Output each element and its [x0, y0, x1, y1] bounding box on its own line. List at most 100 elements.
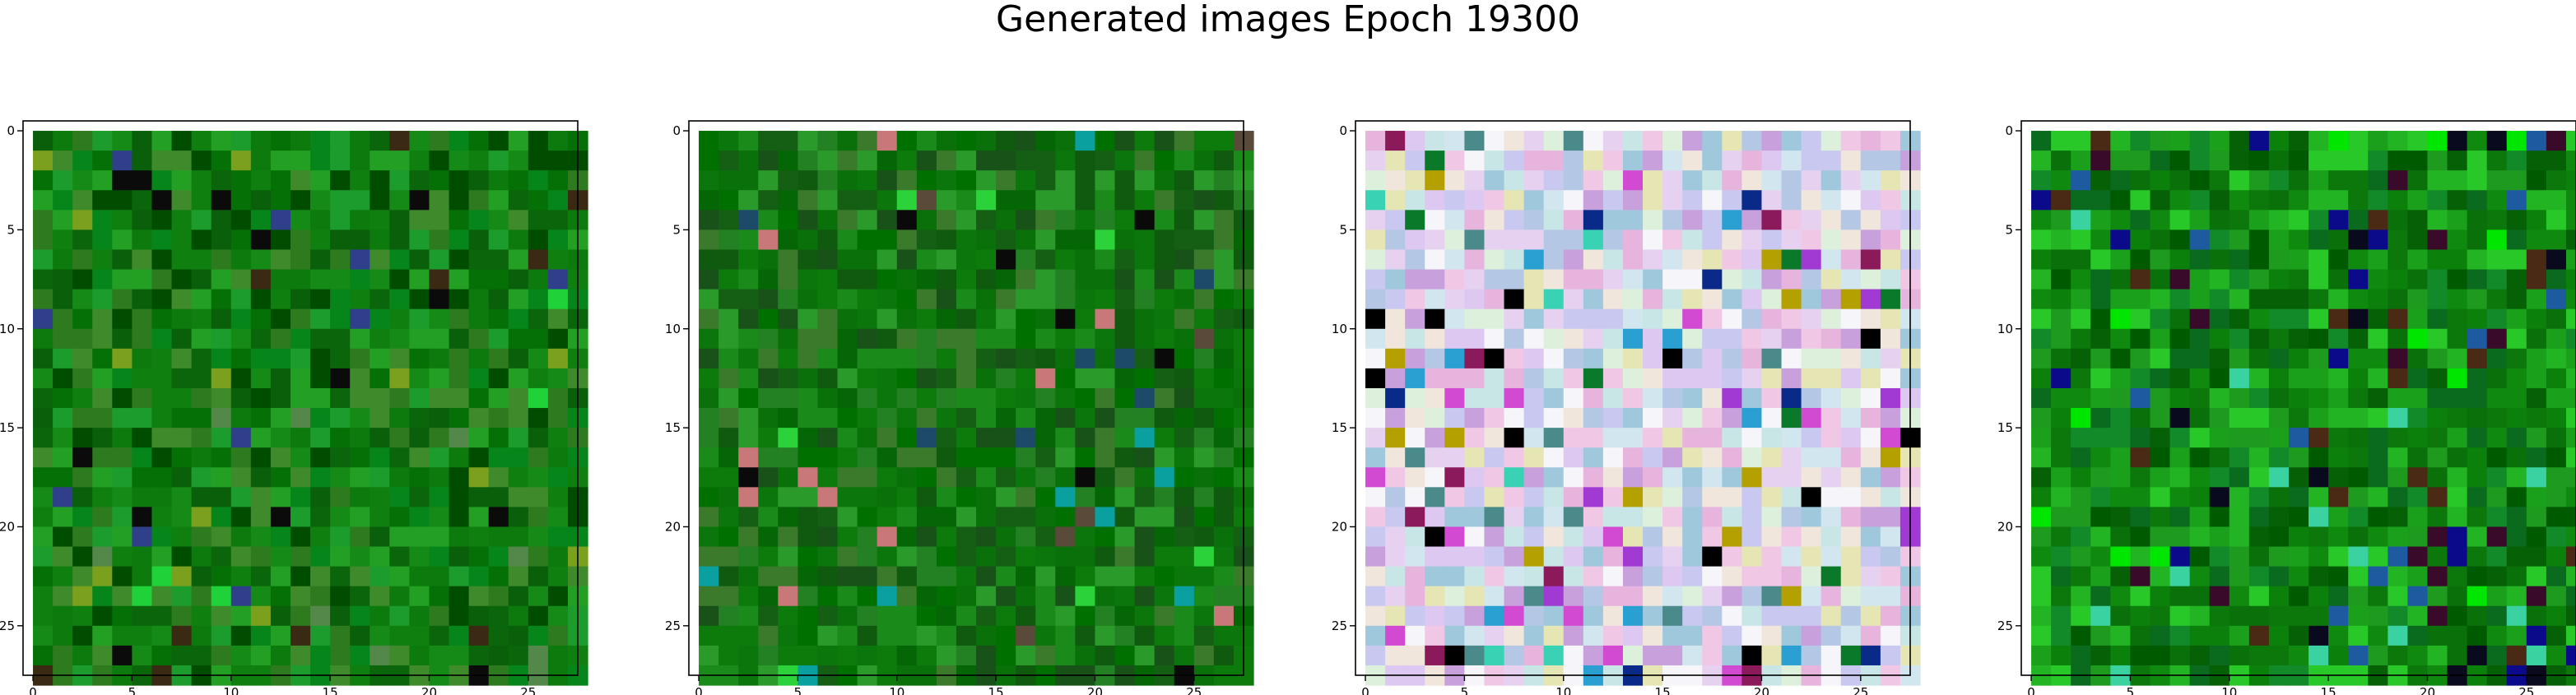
pixel-cell — [2407, 308, 2429, 330]
pixel-cell — [508, 289, 529, 310]
pixel-cell — [528, 507, 549, 528]
pixel-cell — [33, 586, 53, 607]
pixel-cell — [2368, 586, 2388, 607]
pixel-cell — [2090, 645, 2111, 666]
pixel-cell — [1095, 131, 1116, 151]
pixel-cell — [2309, 625, 2329, 646]
pixel-cell — [1075, 210, 1096, 230]
pixel-cell — [72, 586, 93, 607]
pixel-cell — [2110, 387, 2131, 409]
pixel-cell — [92, 586, 113, 607]
pixel-cell — [1761, 586, 1783, 607]
pixel-cell — [2248, 210, 2270, 230]
pixel-cell — [1016, 308, 1036, 330]
pixel-cell — [1213, 408, 1235, 429]
pixel-cell — [1722, 170, 1742, 191]
pixel-cell — [2526, 507, 2547, 528]
pixel-cell — [976, 249, 997, 271]
pixel-cell — [2348, 546, 2369, 568]
pixel-cell — [1523, 586, 1545, 607]
pixel-cell — [1484, 408, 1505, 429]
pixel-cell — [2051, 428, 2071, 448]
pixel-cell — [1741, 586, 1763, 607]
pixel-cell — [1405, 447, 1425, 468]
pixel-cell — [488, 328, 509, 350]
pixel-cell — [1602, 249, 1624, 271]
pixel-cell — [1741, 131, 1763, 151]
x-tick-label: 15 — [323, 685, 338, 695]
pixel-cell — [2031, 625, 2052, 646]
pixel-cell — [896, 387, 918, 409]
pixel-cell — [2209, 229, 2230, 251]
pixel-cell — [1055, 289, 1076, 310]
pixel-cell — [429, 151, 450, 171]
pixel-cell — [2150, 526, 2171, 548]
pixel-cell — [1523, 269, 1545, 290]
pixel-cell — [1484, 328, 1505, 350]
pixel-cell — [956, 467, 977, 488]
pixel-cell — [1880, 151, 1901, 171]
pixel-cell — [1016, 269, 1036, 290]
pixel-cell — [1543, 447, 1565, 468]
pixel-cell — [2368, 428, 2388, 448]
pixel-cell — [2486, 586, 2508, 607]
pixel-cell — [2209, 526, 2230, 548]
y-tick-label: 0 — [2005, 123, 2013, 138]
pixel-cell — [2506, 210, 2527, 230]
pixel-cell — [2169, 308, 2191, 330]
pixel-cell — [738, 605, 759, 627]
pixel-cell — [2467, 387, 2488, 409]
pixel-cell — [2486, 229, 2508, 251]
pixel-cell — [2348, 507, 2369, 528]
pixel-cell — [1662, 428, 1683, 448]
pixel-cell — [2090, 546, 2111, 568]
pixel-cell — [211, 131, 232, 151]
pixel-cell — [1444, 229, 1465, 251]
pixel-cell — [1880, 289, 1901, 310]
pixel-cell — [1801, 151, 1822, 171]
pixel-cell — [1523, 289, 1545, 310]
pixel-cell — [1761, 249, 1783, 271]
pixel-cell — [817, 348, 839, 369]
pixel-cell — [1840, 308, 1862, 330]
pixel-cell — [956, 625, 977, 646]
pixel-cell — [1722, 131, 1742, 151]
pixel-cell — [996, 507, 1016, 528]
pixel-cell — [2486, 170, 2508, 191]
pixel-cell — [1563, 210, 1584, 230]
pixel-cell — [1820, 605, 1842, 627]
pixel-cell — [2051, 586, 2071, 607]
pixel-cell — [2189, 210, 2211, 230]
pixel-cell — [2248, 447, 2270, 468]
pixel-cell — [2209, 190, 2230, 211]
pixel-cell — [896, 131, 918, 151]
pixel-cell — [996, 308, 1016, 330]
pixel-cell — [33, 190, 53, 211]
pixel-cell — [547, 190, 569, 211]
pixel-cell — [270, 328, 291, 350]
pixel-cell — [2189, 368, 2211, 389]
pixel-cell — [2328, 487, 2349, 507]
pixel-cell — [1035, 428, 1056, 448]
pixel-cell — [2506, 566, 2527, 587]
pixel-cell — [151, 387, 173, 409]
pixel-cell — [33, 170, 53, 191]
pixel-cell — [1484, 586, 1505, 607]
pixel-cell — [817, 210, 839, 230]
pixel-cell — [508, 190, 529, 211]
pixel-cell — [1622, 566, 1644, 587]
pixel-cell — [2427, 348, 2448, 369]
pixel-cell — [1563, 308, 1584, 330]
pixel-cell — [1035, 566, 1056, 587]
pixel-cell — [112, 229, 133, 251]
pixel-cell — [429, 467, 450, 488]
pixel-cell — [230, 408, 252, 429]
pixel-cell — [2407, 526, 2429, 548]
pixel-cell — [1405, 249, 1425, 271]
pixel-cell — [1134, 428, 1155, 448]
pixel-cell — [1055, 566, 1076, 587]
pixel-cell — [1464, 210, 1486, 230]
pixel-cell — [211, 328, 232, 350]
pixel-cell — [2388, 131, 2408, 151]
pixel-cell — [1055, 249, 1076, 271]
